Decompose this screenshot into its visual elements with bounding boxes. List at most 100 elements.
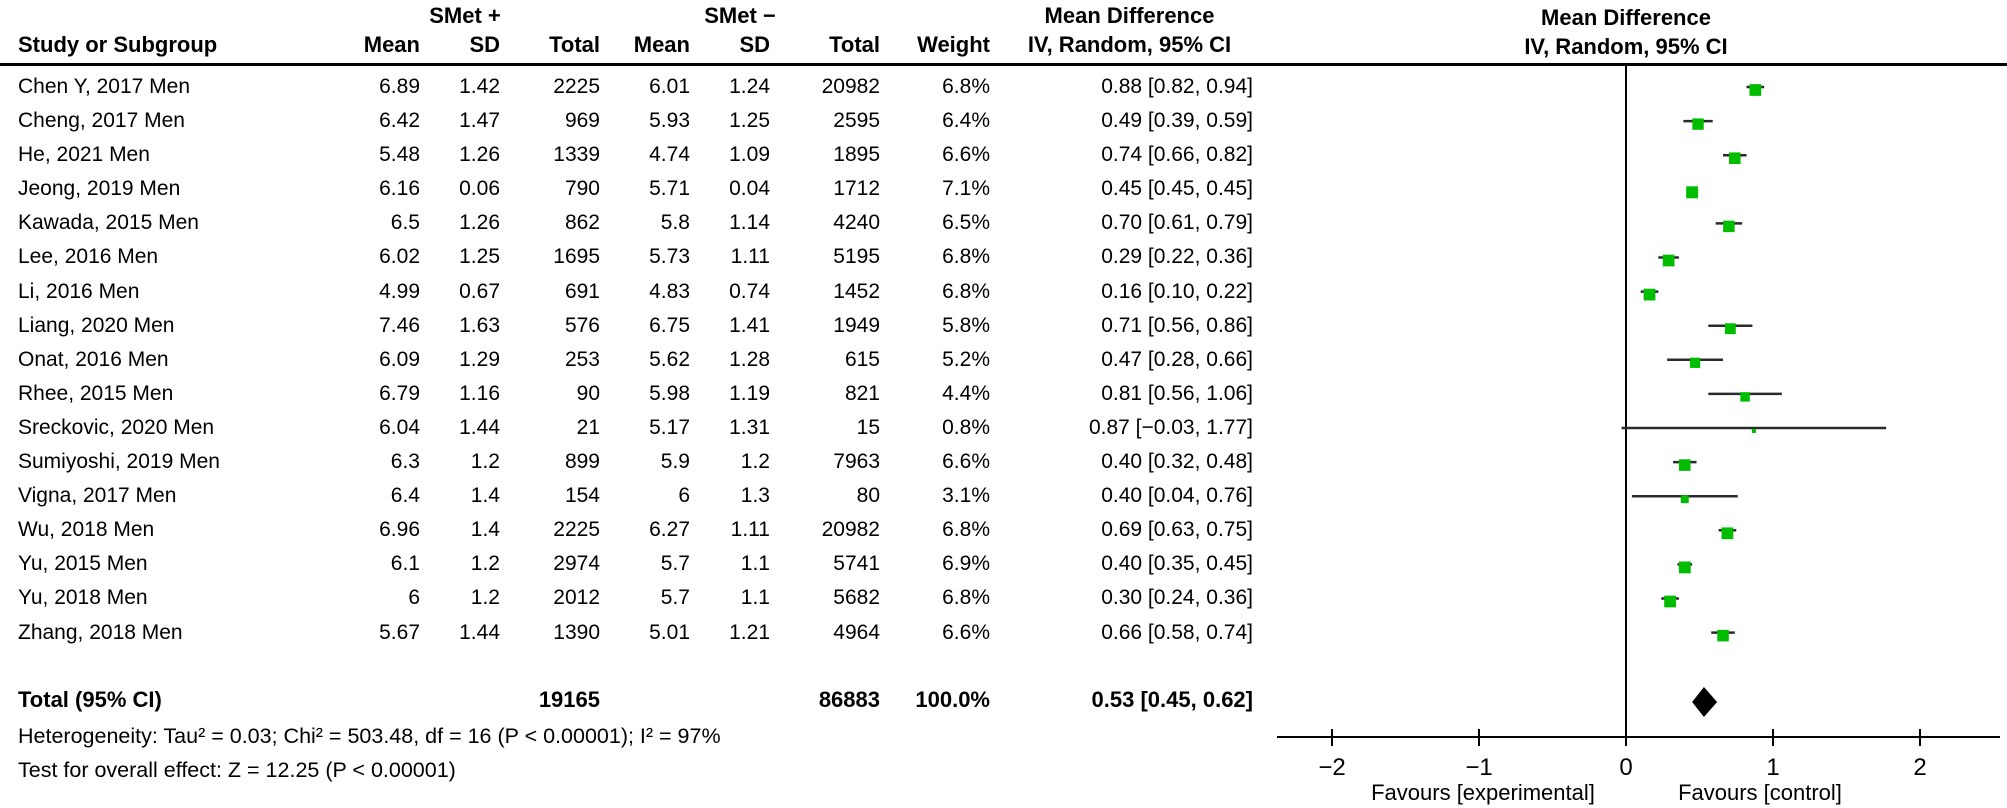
- effect-square: [1723, 220, 1735, 233]
- study-n2: 1895: [833, 143, 880, 167]
- study-mean1: 6.42: [379, 109, 420, 133]
- study-n2: 7963: [833, 450, 880, 474]
- study-ci_text: 0.40 [0.04, 0.76]: [1101, 484, 1253, 508]
- study-mean1: 6.02: [379, 245, 420, 269]
- study-weight: 6.6%: [942, 450, 990, 474]
- study-n1: 2225: [553, 75, 600, 98]
- total-blank: [420, 685, 500, 715]
- study-sd1: 1.25: [459, 245, 500, 269]
- axis-tick-label: 0: [1619, 754, 1632, 781]
- effect-square: [1643, 288, 1656, 301]
- study-n2: 4964: [833, 620, 880, 644]
- study-row: Lee, 2016 Men 6.02 1.25 1695 5.73 1.11 5195 6.8…: [0, 240, 1269, 274]
- total-n2: 86883: [818, 687, 880, 712]
- study-n1: 154: [564, 484, 600, 508]
- study-ci_text: 0.40 [0.35, 0.45]: [1101, 552, 1253, 576]
- study-n2: 15: [856, 415, 880, 439]
- effect-square: [1692, 118, 1704, 130]
- total-blank: [600, 685, 690, 715]
- study-sd2: 1.25: [729, 109, 770, 133]
- study-row: He, 2021 Men 5.48 1.26 1339 4.74 1.09 1895 6.6%…: [0, 138, 1269, 172]
- study-n2: 1452: [833, 279, 880, 303]
- study-row: Sumiyoshi, 2019 Men 6.3 1.2 899 5.9 1.2 7963 6.…: [0, 445, 1269, 479]
- study-ci_text: 0.71 [0.56, 0.86]: [1101, 313, 1253, 337]
- col-total2: Total: [829, 32, 880, 57]
- study-mean2: 5.7: [660, 586, 690, 610]
- col-mean1: Mean: [363, 32, 420, 57]
- study-sd1: 1.44: [459, 620, 500, 644]
- study-mean1: 6.79: [379, 381, 420, 405]
- study-mean2: 5.9: [660, 450, 690, 474]
- study-row: Yu, 2015 Men 6.1 1.2 2974 5.7 1.1 5741 6.9% 0.40…: [0, 547, 1269, 581]
- study-name: Wu, 2018 Men: [18, 518, 155, 542]
- study-sd1: 1.63: [459, 313, 500, 337]
- study-table-body: Chen Y, 2017 Men 6.89 1.42 2225 6.01 1.24 2098…: [0, 70, 1269, 650]
- forest-plot-canvas: −2 −1 0 1 2 Favours [experimental] Favours [co…: [1277, 66, 2000, 805]
- study-mean1: 5.67: [379, 620, 420, 644]
- study-weight: 6.5%: [942, 211, 990, 235]
- study-mean1: 6.1: [390, 552, 420, 576]
- study-mean1: 6.04: [379, 415, 420, 439]
- col-total1: Total: [549, 32, 600, 57]
- study-mean2: 5.01: [649, 620, 690, 644]
- study-weight: 3.1%: [942, 484, 990, 508]
- col-study: Study or Subgroup: [18, 32, 218, 57]
- effect-square: [1721, 527, 1734, 540]
- study-weight: 6.8%: [942, 518, 990, 542]
- study-sd1: 1.44: [459, 415, 500, 439]
- study-n1: 2225: [553, 518, 600, 542]
- study-weight: 6.6%: [942, 143, 990, 167]
- col-sd1: SD: [469, 32, 500, 57]
- study-n2: 4240: [833, 211, 880, 235]
- study-mean2: 5.93: [649, 109, 690, 133]
- effect-subtitle-left: IV, Random, 95% CI: [1027, 32, 1232, 57]
- favours-right-label: Favours [control]: [1678, 780, 1842, 805]
- study-sd1: 0.67: [459, 279, 500, 303]
- effect-square: [1724, 323, 1736, 335]
- study-mean2: 5.73: [649, 245, 690, 269]
- study-n2: 5682: [833, 586, 880, 610]
- study-n2: 615: [844, 347, 880, 371]
- study-sd1: 1.2: [470, 586, 500, 610]
- study-mean1: 6.09: [379, 347, 420, 371]
- study-mean1: 7.46: [379, 313, 420, 337]
- study-sd2: 1.09: [729, 143, 770, 167]
- study-row: Li, 2016 Men 4.99 0.67 691 4.83 0.74 1452 6.8% 0…: [0, 275, 1269, 309]
- study-n2: 20982: [821, 518, 880, 542]
- group2-header: SMet −: [704, 3, 776, 28]
- total-n1: 19165: [538, 687, 600, 712]
- study-mean2: 5.62: [649, 347, 690, 371]
- study-name: He, 2021 Men: [18, 143, 150, 167]
- study-weight: 6.8%: [942, 75, 990, 98]
- study-weight: 7.1%: [942, 177, 990, 201]
- study-n1: 2974: [553, 552, 600, 576]
- study-ci_text: 0.70 [0.61, 0.79]: [1101, 211, 1253, 235]
- study-name: Yu, 2018 Men: [18, 586, 148, 610]
- study-row: Rhee, 2015 Men 6.79 1.16 90 5.98 1.19 821 4.4% 0…: [0, 377, 1269, 411]
- favours-left-label: Favours [experimental]: [1371, 780, 1595, 805]
- study-weight: 6.8%: [942, 245, 990, 269]
- study-sd2: 1.3: [740, 484, 770, 508]
- study-name: Kawada, 2015 Men: [18, 211, 199, 235]
- study-name: Jeong, 2019 Men: [18, 177, 181, 201]
- study-mean2: 5.17: [649, 415, 690, 439]
- study-name: Zhang, 2018 Men: [18, 620, 183, 644]
- study-row: Yu, 2018 Men 6 1.2 2012 5.7 1.1 5682 6.8% 0.30 […: [0, 581, 1269, 615]
- plot-header: Mean Difference IV, Random, 95% CI: [1267, 3, 1985, 61]
- study-sd2: 1.11: [730, 245, 770, 269]
- study-mean2: 5.8: [660, 211, 690, 235]
- study-sd1: 1.2: [470, 450, 500, 474]
- study-row: Jeong, 2019 Men 6.16 0.06 790 5.71 0.04 1712 7.…: [0, 172, 1269, 206]
- study-ci_text: 0.87 [−0.03, 1.77]: [1088, 415, 1253, 439]
- study-row: Sreckovic, 2020 Men 6.04 1.44 21 5.17 1.31 15 0…: [0, 411, 1269, 445]
- effect-square: [1728, 152, 1741, 164]
- effect-subtitle-right: IV, Random, 95% CI: [1524, 34, 1728, 59]
- study-weight: 6.9%: [942, 552, 990, 576]
- study-weight: 6.6%: [942, 620, 990, 644]
- study-sd1: 1.16: [459, 381, 500, 405]
- study-sd2: 1.1: [740, 552, 770, 576]
- study-ci_text: 0.49 [0.39, 0.59]: [1101, 109, 1253, 133]
- study-n1: 1695: [553, 245, 600, 269]
- study-sd2: 1.31: [729, 415, 770, 439]
- study-name: Cheng, 2017 Men: [18, 109, 185, 133]
